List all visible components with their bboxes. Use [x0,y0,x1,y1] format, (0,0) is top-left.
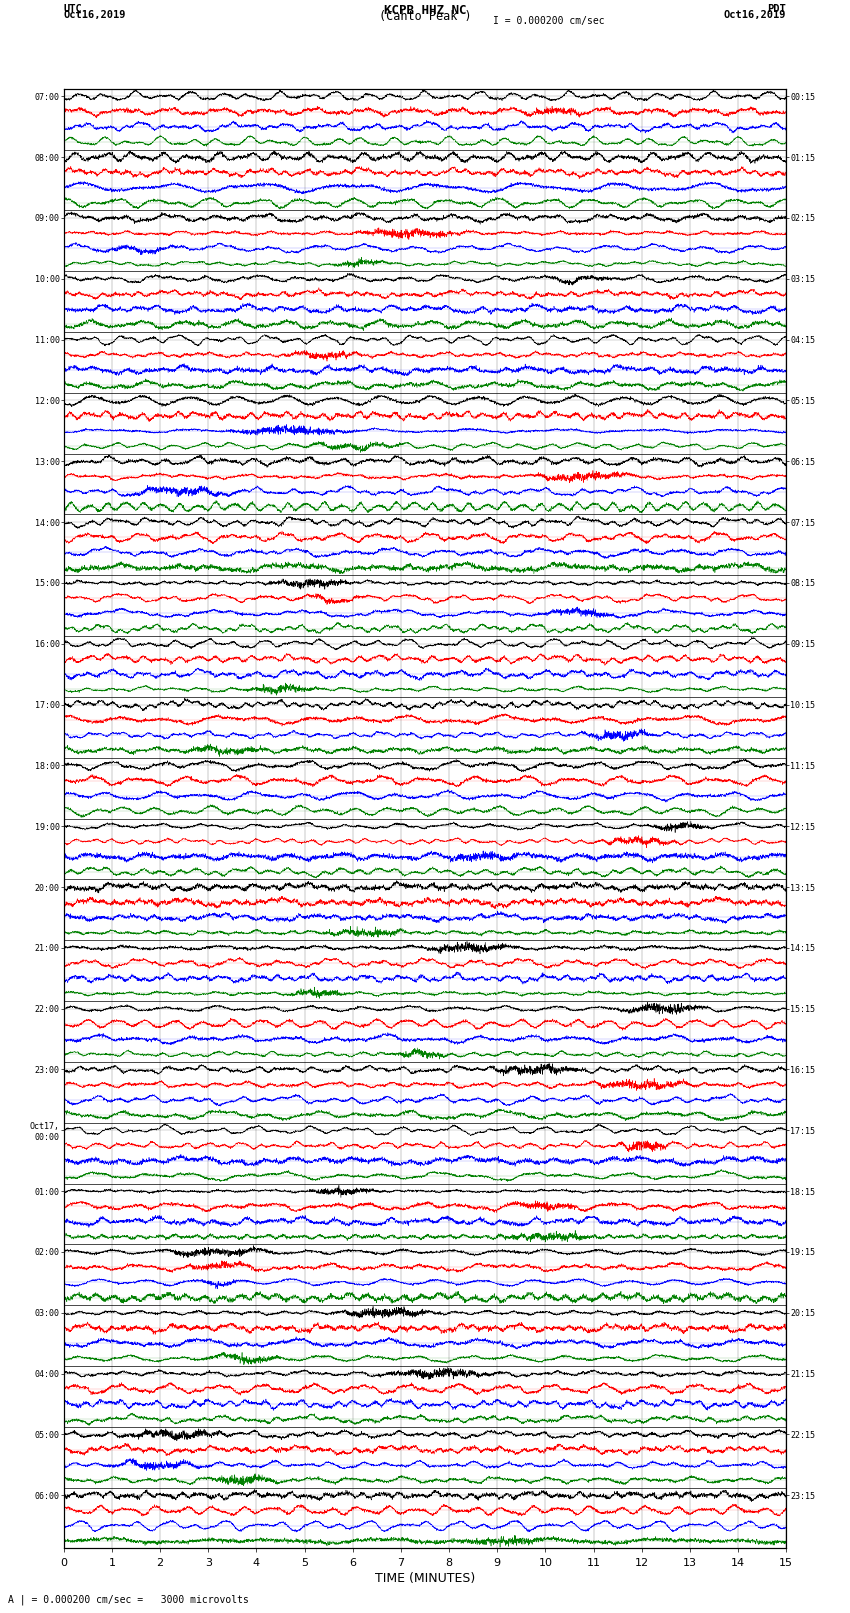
Text: PDT: PDT [768,5,786,15]
Text: (Cahto Peak ): (Cahto Peak ) [379,11,471,24]
Text: A | = 0.000200 cm/sec =   3000 microvolts: A | = 0.000200 cm/sec = 3000 microvolts [8,1594,249,1605]
Text: I = 0.000200 cm/sec: I = 0.000200 cm/sec [493,16,604,26]
Text: UTC: UTC [64,5,82,15]
Text: KCPB HHZ NC: KCPB HHZ NC [383,5,467,18]
X-axis label: TIME (MINUTES): TIME (MINUTES) [375,1571,475,1584]
Text: Oct16,2019: Oct16,2019 [723,11,786,21]
Text: Oct16,2019: Oct16,2019 [64,11,127,21]
